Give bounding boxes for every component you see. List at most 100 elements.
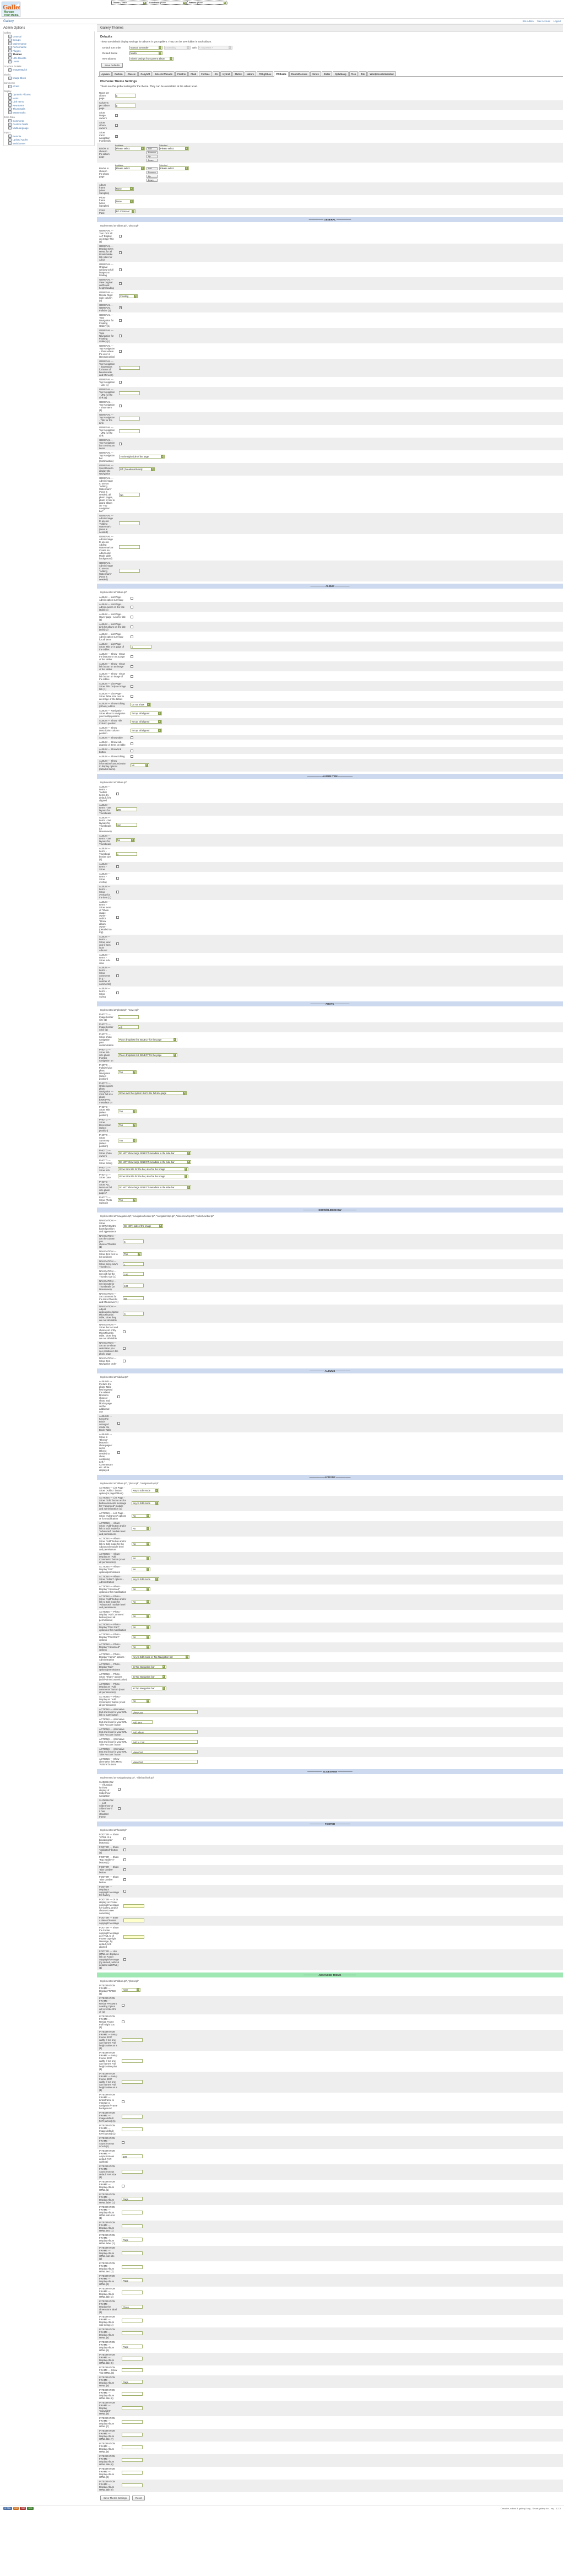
setting-text-input[interactable] <box>122 2357 143 2361</box>
sidebar-item-themes[interactable]: Themes <box>8 52 94 56</box>
setting-text-input[interactable]: 5 <box>123 1240 144 1244</box>
setting-checkbox[interactable] <box>115 134 118 138</box>
setting-checkbox[interactable] <box>116 891 119 894</box>
setting-text-input[interactable] <box>119 545 140 549</box>
setting-text-input[interactable] <box>122 2058 143 2063</box>
sidebar-item-groups[interactable]: Groups <box>8 38 94 42</box>
setting-text-input[interactable] <box>122 2115 143 2119</box>
tab-slider[interactable]: Slider <box>321 71 333 76</box>
tab-siriux[interactable]: Siriux <box>310 71 321 76</box>
sidebar-item-image-block[interactable]: Image Block <box>8 76 94 80</box>
setting-checkbox[interactable] <box>119 234 122 238</box>
setting-checkbox[interactable] <box>130 655 133 658</box>
setting-checkbox[interactable] <box>130 675 133 678</box>
setting-select[interactable]: No ▾ <box>132 1587 151 1592</box>
sidebar-item-icons[interactable]: Icons <box>8 96 94 100</box>
blocks-select[interactable]: Please select ▾ <box>159 146 189 150</box>
setting-text-input[interactable] <box>119 521 140 525</box>
setting-text-input[interactable]: #fff <box>118 1025 139 1030</box>
setting-checkbox[interactable] <box>119 334 122 337</box>
sidebar-item-new-items[interactable]: New Items <box>8 104 94 107</box>
setting-select[interactable]: No ▾ <box>132 1699 151 1703</box>
badge-rss[interactable]: RSS <box>20 2507 26 2510</box>
tab-floatrix[interactable]: Floatrix <box>175 71 188 76</box>
setting-text-input[interactable] <box>122 2471 143 2475</box>
tab-classic[interactable]: Classic <box>125 71 138 76</box>
tab-ajaxian[interactable]: Ajaxian <box>99 71 112 76</box>
setting-checkbox[interactable] <box>123 1837 127 1840</box>
setting-select[interactable]: none ▾ <box>122 1987 141 1992</box>
setting-checkbox[interactable] <box>130 685 133 688</box>
tab-tien[interactable]: Tien <box>349 71 359 76</box>
colorpack-selector-group[interactable]: ColorPack: None ▾ <box>148 1 188 4</box>
setting-checkbox[interactable] <box>123 1360 126 1363</box>
setting-checkbox[interactable] <box>119 405 122 408</box>
setting-select[interactable]: No ▾ <box>132 1614 151 1618</box>
setting-checkbox[interactable] <box>119 349 122 353</box>
setting-text-input[interactable] <box>122 2291 143 2295</box>
setting-select[interactable]: Key to Edit mode or Top Navigation bar ▾ <box>132 1655 190 1659</box>
setting-text-input[interactable] <box>123 1935 145 1939</box>
sidebar-item-maintenance[interactable]: Maintenance <box>8 42 94 45</box>
setting-select[interactable]: Top ▾ <box>118 1070 137 1074</box>
badge-xhtml[interactable]: XHTML <box>3 2507 12 2510</box>
setting-text-input[interactable]: No <box>119 492 140 497</box>
setting-checkbox[interactable] <box>123 1858 127 1862</box>
setting-select[interactable]: Key to Edit mode ▾ <box>132 1501 160 1506</box>
breadcrumb[interactable]: Gallery <box>3 19 14 23</box>
badge-css[interactable]: CSS <box>13 2507 19 2510</box>
setting-select[interactable]: Do NOT show large SELECT metadata in the… <box>118 1185 191 1190</box>
setting-text-input[interactable]: 1 <box>118 1015 139 1020</box>
setting-text-input[interactable]: View Cart <box>132 1750 198 1754</box>
sidebar-item-comments[interactable]: Comments <box>8 119 94 122</box>
setting-checkbox[interactable] <box>119 380 122 384</box>
setting-checkbox[interactable] <box>130 736 133 739</box>
setting-text-input[interactable]: 50 <box>123 1296 144 1300</box>
setting-text-input[interactable] <box>122 2392 143 2396</box>
setting-text-input[interactable] <box>122 2265 143 2270</box>
default-theme-select[interactable]: Matrix ▾ <box>129 51 162 55</box>
setting-checkbox[interactable] <box>116 942 119 945</box>
setting-text-input[interactable]: Add Item <box>132 1720 153 1724</box>
setting-checkbox[interactable] <box>123 1330 126 1333</box>
setting-checkbox[interactable] <box>123 1849 127 1852</box>
setting-text-input[interactable]: 3 <box>115 93 136 98</box>
sidebar-item-link-items[interactable]: Link Items <box>8 100 94 104</box>
badge-seo[interactable]: SEO <box>27 2507 34 2510</box>
setting-text-input[interactable]: Page <box>122 2196 143 2201</box>
setting-select[interactable]: No ▾ <box>132 1556 151 1560</box>
setting-select[interactable]: Show over the system item's the full siz… <box>118 1091 187 1095</box>
setting-text-input[interactable] <box>122 2406 143 2410</box>
tab-tile[interactable]: Tile <box>359 71 367 76</box>
setting-select[interactable]: Show Size title for the bar, also for th… <box>118 1167 188 1171</box>
setting-checkbox[interactable] <box>115 114 118 117</box>
setting-text-input[interactable]: 200 <box>116 807 137 811</box>
save-theme-settings-button[interactable]: Save Theme Settings <box>100 2495 130 2500</box>
setting-text-input[interactable] <box>123 1904 145 1909</box>
setting-checkbox[interactable] <box>119 306 122 309</box>
tab-matrix[interactable]: Matrix <box>232 71 244 76</box>
setting-checkbox[interactable] <box>116 865 119 869</box>
tab-eclecticthreads[interactable]: EclecticThreads <box>152 71 175 76</box>
setting-checkbox[interactable] <box>115 123 118 127</box>
setting-select[interactable]: No ▾ <box>132 1527 151 1531</box>
setting-text-input[interactable]: Page <box>122 2278 143 2282</box>
setting-select[interactable]: No ▾ <box>132 1567 151 1572</box>
setting-select[interactable]: No ▾ <box>132 1625 151 1630</box>
tab-carbon[interactable]: Carbon <box>112 71 125 76</box>
setting-text-input[interactable] <box>123 1918 145 1922</box>
setting-select[interactable]: To top, all aligned ▾ <box>130 728 162 732</box>
sidebar-item-multilanguage[interactable]: MultiLanguage <box>8 126 94 130</box>
blocks-picker[interactable]: Available Please select ▾ Add Remove Up Down Se… <box>115 164 189 182</box>
setting-checkbox[interactable] <box>116 991 119 994</box>
blocks-select[interactable]: Please select ▾ <box>115 166 145 170</box>
setting-checkbox[interactable] <box>123 1958 127 1961</box>
setting-checkbox[interactable] <box>123 1889 127 1893</box>
setting-select[interactable]: at Top Navigation bar ▾ <box>132 1686 166 1690</box>
sidebar-item-dynamic-albums[interactable]: Dynamic Albums <box>8 93 94 96</box>
theme-select[interactable]: Matrix ▾ <box>120 1 147 4</box>
setting-text-input[interactable] <box>122 2331 143 2336</box>
colorpack-select[interactable]: None ▾ <box>160 1 187 4</box>
blocks-select[interactable]: Please select ▾ <box>159 166 189 170</box>
tab-splatbang[interactable]: Splatbang <box>333 71 349 76</box>
